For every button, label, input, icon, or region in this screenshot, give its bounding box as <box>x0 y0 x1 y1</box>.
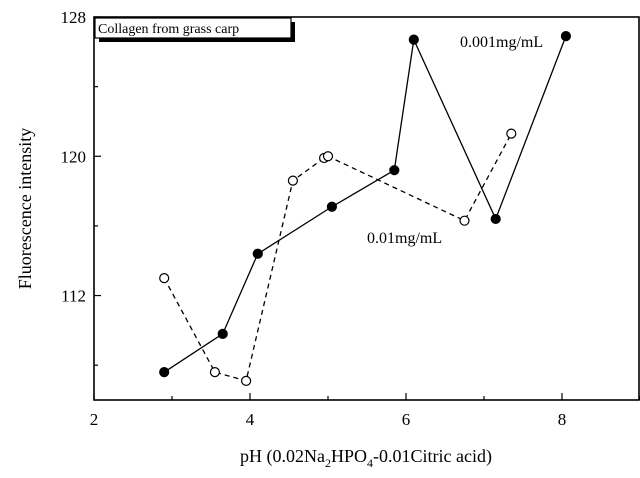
x-axis-ticks: 2 4 6 8 <box>90 393 640 429</box>
data-point <box>408 34 419 45</box>
x-tick-label: 8 <box>558 410 567 429</box>
data-point <box>241 375 252 386</box>
data-point <box>287 175 298 186</box>
series-label-001: 0.01mg/mL <box>367 230 442 247</box>
plot-frame <box>93 16 640 401</box>
data-point <box>159 273 170 284</box>
data-point <box>389 165 400 176</box>
x-axis-title-sub1: 2 <box>325 456 331 470</box>
y-tick-label: 128 <box>61 8 87 27</box>
legend-box-frame <box>94 17 292 39</box>
y-tick-label: 112 <box>61 287 86 306</box>
series-line-0 <box>163 35 567 373</box>
data-point <box>159 367 170 378</box>
x-axis-title: pH (0.02Na2HPO4-0.01Citric acid) <box>240 446 492 470</box>
x-axis-title-suffix: -0.01Citric acid) <box>373 446 492 467</box>
x-tick-label: 6 <box>402 410 411 429</box>
data-point <box>326 201 337 212</box>
series-layer <box>159 31 572 386</box>
data-point <box>322 151 334 162</box>
x-axis-title-prefix: pH (0.02Na <box>240 446 325 467</box>
x-tick-label: 4 <box>246 410 255 429</box>
data-point <box>217 328 228 339</box>
y-axis-ticks: 112 120 128 <box>61 8 101 366</box>
legend-box-text: Collagen from grass carp <box>98 22 239 37</box>
x-axis-title-mid: HPO <box>331 446 367 466</box>
data-point <box>209 367 220 378</box>
y-tick-label: 120 <box>61 147 87 166</box>
data-point <box>506 128 517 139</box>
data-point <box>252 248 263 259</box>
series-label-0001: 0.001mg/mL <box>460 34 543 51</box>
data-point <box>560 31 572 42</box>
y-axis-title: Fluorescence intensity <box>15 128 35 289</box>
series-line-1 <box>163 133 512 382</box>
legend-box: Collagen from grass carp <box>94 17 295 42</box>
x-tick-label: 2 <box>90 410 99 429</box>
data-point <box>459 215 470 226</box>
x-axis-title-sub2: 4 <box>367 456 373 470</box>
data-point <box>490 213 501 225</box>
